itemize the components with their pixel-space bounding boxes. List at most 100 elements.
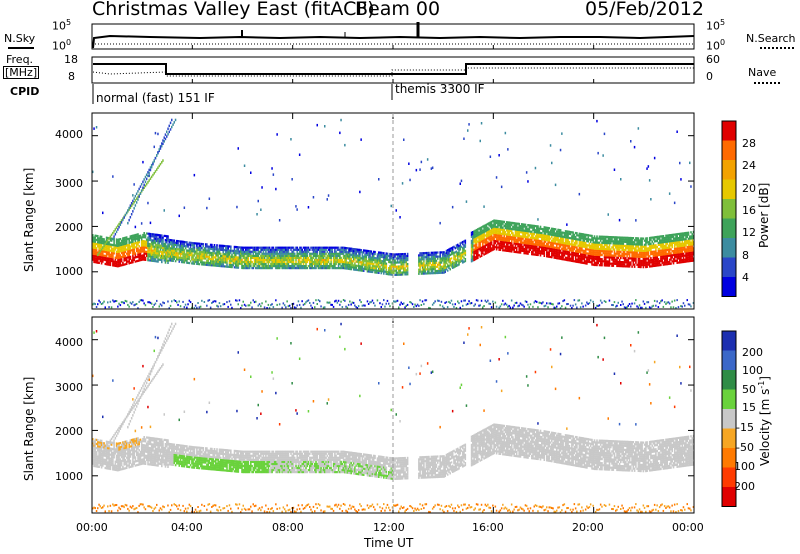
power-cell xyxy=(425,272,428,275)
power-cell xyxy=(504,131,507,135)
power-cell xyxy=(93,127,95,130)
power-cell xyxy=(587,302,589,305)
power-cell xyxy=(145,250,148,253)
power-cell xyxy=(446,306,449,309)
power-cell xyxy=(459,246,462,249)
power-cell xyxy=(431,166,434,169)
power-cell xyxy=(118,258,120,261)
power-cell xyxy=(276,260,278,264)
power-cell xyxy=(420,260,423,263)
power-cell xyxy=(218,302,221,305)
power-cell xyxy=(272,258,275,262)
power-cell xyxy=(431,266,434,269)
power-cell xyxy=(339,252,341,255)
power-cell xyxy=(177,240,179,243)
power-cell xyxy=(433,261,435,264)
power-cell xyxy=(446,269,449,272)
power-cell xyxy=(268,252,271,255)
power-cell xyxy=(251,250,253,253)
power-cell xyxy=(161,236,163,239)
power-cell xyxy=(246,267,248,270)
power-cell xyxy=(99,241,102,244)
power-cell xyxy=(258,260,261,264)
power-cell xyxy=(321,256,324,259)
power-cell xyxy=(124,246,127,249)
power-cell xyxy=(423,268,425,271)
power-cell xyxy=(169,241,172,244)
power-cell xyxy=(375,267,377,270)
power-cell xyxy=(156,233,158,236)
power-cell xyxy=(487,233,489,236)
power-cell xyxy=(367,270,370,273)
power-cell xyxy=(406,271,409,274)
power-cell xyxy=(105,253,108,256)
power-cell xyxy=(489,250,492,253)
power-cell xyxy=(420,258,423,261)
power-cell xyxy=(161,234,163,237)
power-cell xyxy=(159,250,162,253)
power-cell xyxy=(380,306,382,308)
power-cell xyxy=(95,253,98,256)
power-cell xyxy=(257,254,260,257)
power-cell xyxy=(285,252,287,255)
power-cell xyxy=(265,252,267,255)
power-cell xyxy=(384,260,386,263)
power-cell xyxy=(97,261,99,264)
power-cell xyxy=(498,238,500,241)
power-cell xyxy=(380,255,383,258)
power-cell xyxy=(268,248,271,251)
power-cell xyxy=(524,233,527,237)
power-cell xyxy=(163,234,166,237)
power-cell xyxy=(275,258,277,262)
power-cell xyxy=(107,236,109,240)
power-cell xyxy=(420,160,423,164)
power-cell xyxy=(157,233,159,237)
power-cell xyxy=(208,299,211,302)
power-cell xyxy=(455,246,458,249)
power-cell xyxy=(277,252,280,255)
power-cell xyxy=(114,264,117,267)
power-cell xyxy=(360,138,362,141)
power-cell xyxy=(324,248,326,251)
power-cell xyxy=(365,251,367,254)
power-cell xyxy=(198,263,201,266)
power-cell xyxy=(93,246,95,249)
power-cell xyxy=(232,249,235,252)
power-cell xyxy=(420,272,423,275)
power-cell xyxy=(512,244,514,247)
power-cell xyxy=(263,258,266,262)
power-cell xyxy=(161,244,163,247)
power-cell xyxy=(445,253,448,257)
power-cell xyxy=(148,234,150,237)
power-cell xyxy=(579,251,582,254)
power-cell xyxy=(112,264,114,267)
power-cell xyxy=(439,261,441,264)
power-cell xyxy=(388,258,390,262)
velocity-ytick-3000: 3000 xyxy=(55,381,83,394)
power-cell xyxy=(597,305,599,307)
power-cell xyxy=(100,237,103,240)
power-cell xyxy=(275,252,277,255)
power-cell xyxy=(283,254,286,257)
power-cell xyxy=(261,260,263,264)
power-cell xyxy=(457,253,459,257)
power-cell xyxy=(115,265,118,268)
power-cell xyxy=(290,265,292,268)
power-cell xyxy=(109,300,112,303)
power-cell xyxy=(214,252,217,255)
power-cell xyxy=(228,257,231,260)
power-cell xyxy=(325,246,327,249)
power-cell xyxy=(396,265,399,268)
power-cell xyxy=(436,299,439,302)
power-cell xyxy=(125,252,128,255)
power-cell xyxy=(329,267,331,270)
power-cell xyxy=(224,261,227,264)
power-cell xyxy=(169,247,172,250)
power-cell xyxy=(132,261,134,264)
power-cell xyxy=(396,259,399,262)
power-cell xyxy=(339,250,341,253)
power-cell xyxy=(287,267,290,270)
power-cell xyxy=(243,262,246,266)
power-cell xyxy=(350,261,352,265)
power-cell xyxy=(367,268,370,271)
